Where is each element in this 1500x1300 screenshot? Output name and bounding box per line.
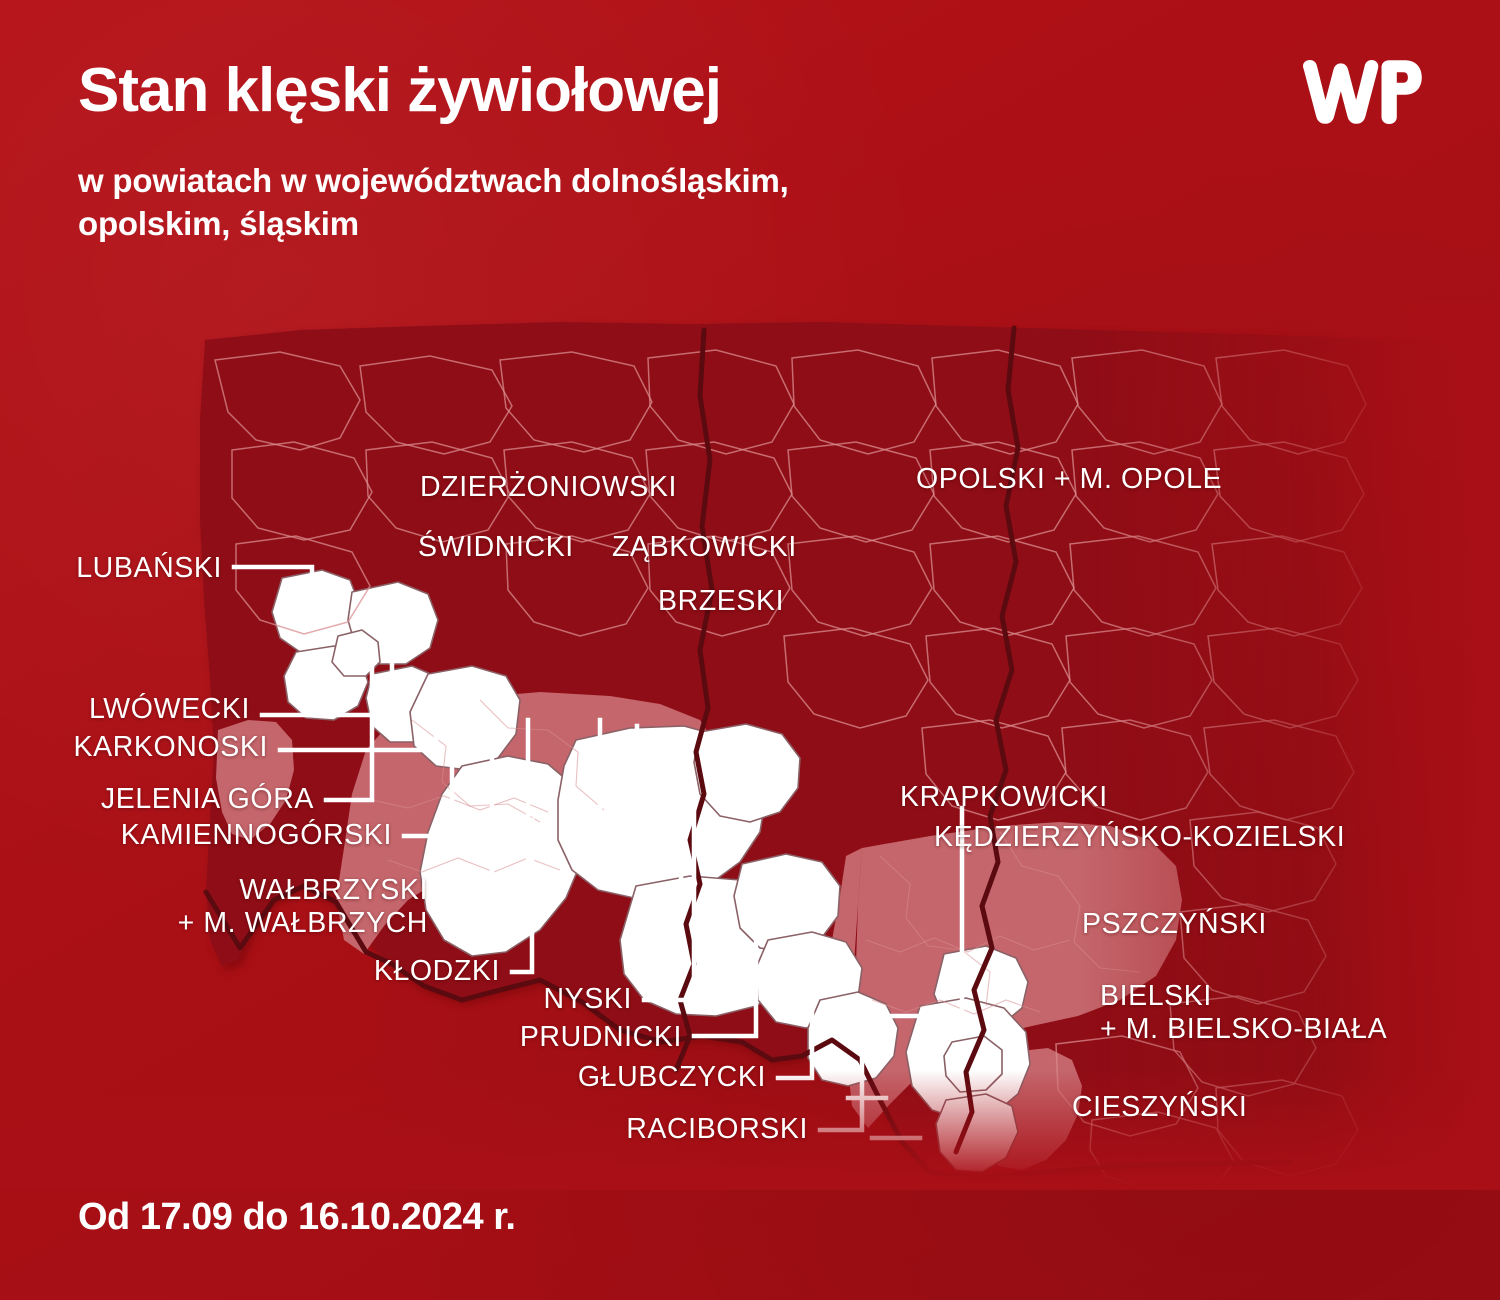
page-title: Stan klęski żywiołowej — [78, 56, 722, 125]
map-container — [0, 300, 1500, 1190]
municipality-boundaries — [371, 699, 1141, 1015]
subtitle-line-1: w powiatach w województwach dolnośląskim… — [78, 162, 789, 199]
date-range-note: Od 17.09 do 16.10.2024 r. — [78, 1196, 516, 1238]
subtitle-line-2: opolskim, śląskim — [78, 204, 359, 242]
page-subtitle: w powiatach w województwach dolnośląskim… — [78, 160, 789, 246]
poland-south-counties-map — [200, 322, 1472, 1190]
wp-logo — [1303, 60, 1422, 124]
